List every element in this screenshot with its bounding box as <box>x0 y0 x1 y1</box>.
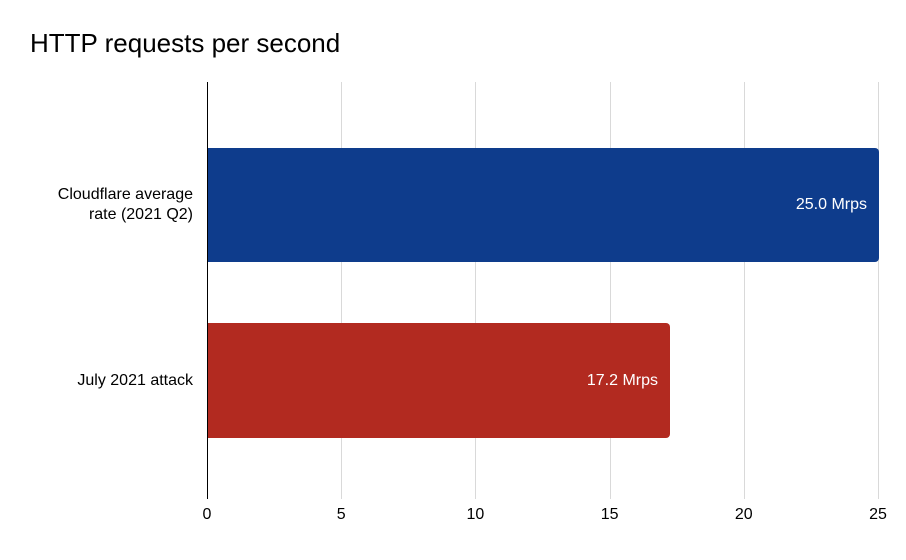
bar-july-2021-attack: 17.2 Mrps <box>208 323 670 438</box>
category-label-line: Cloudflare average <box>57 186 193 203</box>
gridline-x-5 <box>341 82 342 499</box>
x-tick-label-5: 5 <box>336 506 346 523</box>
gridline-x-25 <box>878 82 879 499</box>
x-tick-label-15: 15 <box>600 506 619 523</box>
category-label-line: rate (2021 Q2) <box>88 206 193 223</box>
gridline-x-15 <box>610 82 611 499</box>
bar-value-label: 17.2 Mrps <box>586 371 658 389</box>
x-tick-label-20: 20 <box>734 506 753 523</box>
category-label-cloudflare-average-rate: Cloudflare average rate (2021 Q2) <box>20 185 193 225</box>
plot-area: 25.0 Mrps 17.2 Mrps <box>207 82 879 499</box>
bar-value-label: 25.0 Mrps <box>795 196 867 213</box>
category-label-line: July 2021 attack <box>77 372 193 389</box>
x-tick-label-10: 10 <box>466 506 485 523</box>
x-tick-label-25: 25 <box>869 506 887 523</box>
x-tick-label-0: 0 <box>202 506 212 523</box>
chart-title: HTTP requests per second <box>30 28 341 58</box>
y-axis-line <box>207 82 208 499</box>
category-label-july-2021-attack: July 2021 attack <box>20 371 193 391</box>
bar-cloudflare-average-rate-2021-q2: 25.0 Mrps <box>208 148 879 262</box>
gridline-x-20 <box>744 82 745 499</box>
gridline-x-10 <box>475 82 476 499</box>
